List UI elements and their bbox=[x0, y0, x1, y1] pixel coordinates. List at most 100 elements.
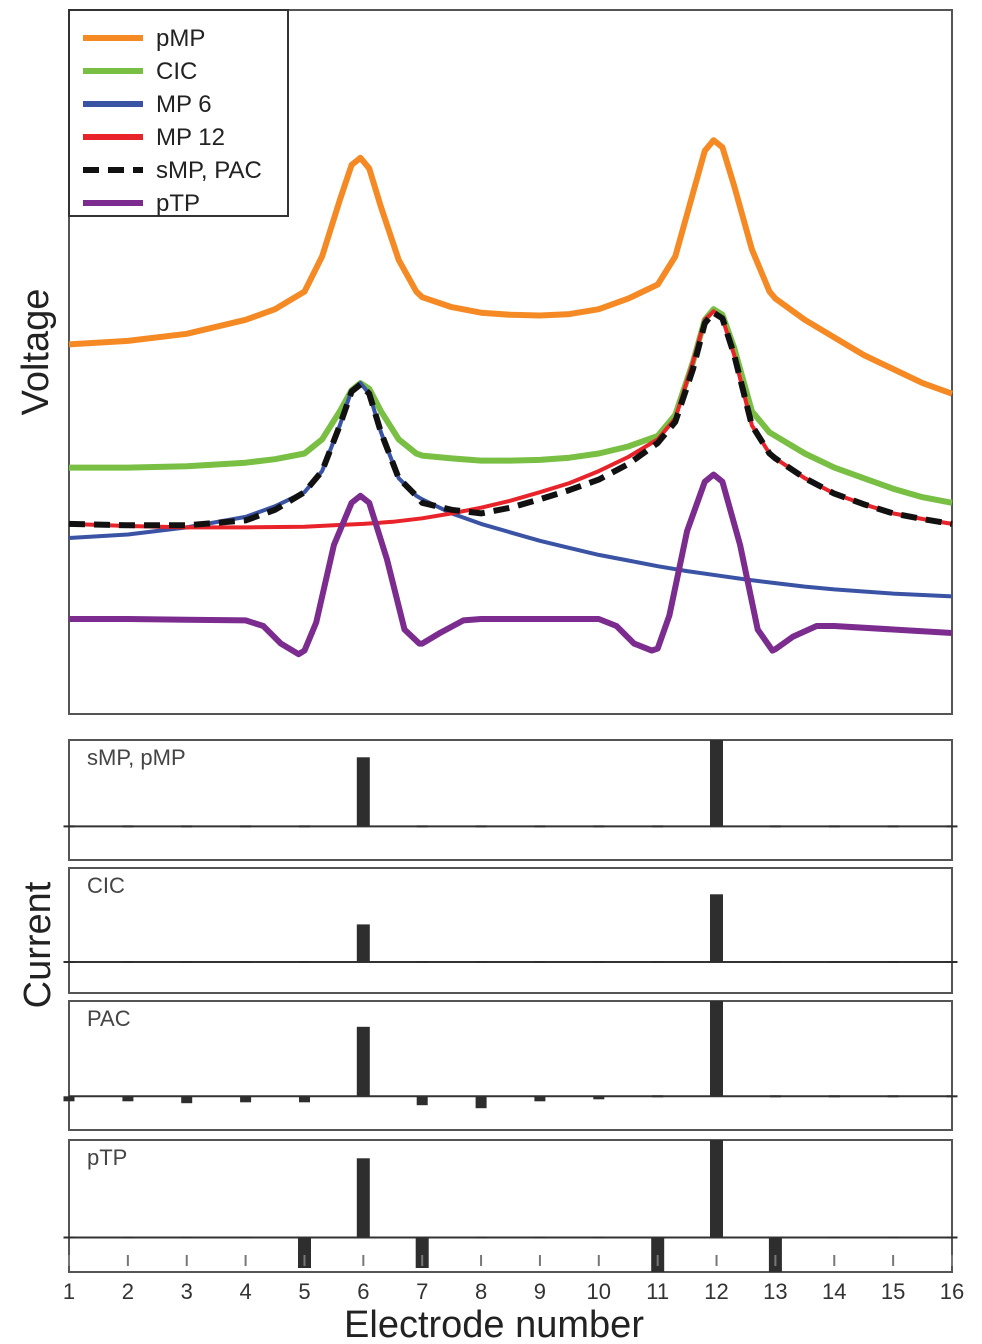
current-bar-electrode-5 bbox=[298, 1237, 311, 1268]
current-bar-electrode-8 bbox=[475, 1096, 487, 1109]
current-bar-electrode-10 bbox=[593, 1236, 605, 1239]
x-tick-label: 13 bbox=[763, 1279, 787, 1304]
x-tick-label: 9 bbox=[534, 1279, 546, 1304]
current-bar-electrode-10 bbox=[593, 825, 605, 828]
current-bar-electrode-2 bbox=[122, 1236, 134, 1239]
voltage-frame bbox=[68, 9, 953, 715]
panel-label: sMP, pMP bbox=[87, 745, 186, 770]
current-bar-electrode-9 bbox=[534, 1236, 546, 1239]
x-tick-label: 5 bbox=[298, 1279, 310, 1304]
current-bar-electrode-11 bbox=[652, 1095, 664, 1098]
current-bar-electrode-3 bbox=[181, 825, 193, 828]
current-bar-electrode-10 bbox=[593, 1096, 605, 1100]
current-bar-electrode-12 bbox=[710, 1140, 723, 1238]
current-bar-electrode-8 bbox=[475, 1236, 487, 1239]
current-bar-electrode-16 bbox=[946, 1095, 958, 1098]
current-panel-smp-pmp: sMP, pMP bbox=[63, 739, 958, 861]
current-bar-electrode-5 bbox=[299, 961, 310, 963]
current-bar-electrode-16 bbox=[946, 825, 958, 828]
current-bar-electrode-7 bbox=[416, 825, 428, 828]
current-bar-electrode-5 bbox=[299, 825, 310, 828]
x-tick-label: 15 bbox=[881, 1279, 905, 1304]
x-tick-label: 2 bbox=[122, 1279, 134, 1304]
current-bar-electrode-13 bbox=[769, 961, 781, 963]
current-bar-electrode-16 bbox=[946, 1236, 958, 1239]
current-bar-electrode-16 bbox=[946, 961, 958, 963]
panel-label: PAC bbox=[87, 1006, 131, 1031]
current-bar-electrode-12 bbox=[710, 740, 723, 827]
current-bar-electrode-6 bbox=[356, 1158, 370, 1238]
current-bar-electrode-15 bbox=[887, 1095, 899, 1098]
current-bar-electrode-14 bbox=[828, 961, 840, 963]
x-tick-label: 10 bbox=[587, 1279, 611, 1304]
legend-label: pTP bbox=[156, 190, 200, 217]
current-bar-electrode-7 bbox=[415, 1237, 429, 1268]
current-bar-electrode-10 bbox=[593, 961, 605, 963]
current-bar-electrode-14 bbox=[828, 1236, 840, 1239]
x-tick-label: 16 bbox=[940, 1279, 964, 1304]
legend-label: CIC bbox=[156, 58, 197, 85]
x-tick-label: 7 bbox=[416, 1279, 428, 1304]
panel-label: CIC bbox=[87, 873, 125, 898]
current-bar-electrode-13 bbox=[768, 1237, 782, 1272]
current-bar-electrode-4 bbox=[240, 961, 252, 963]
current-bar-electrode-14 bbox=[828, 825, 840, 828]
current-bar-electrode-9 bbox=[534, 961, 546, 963]
current-axis-label: Current bbox=[17, 881, 59, 1008]
current-bar-electrode-11 bbox=[652, 825, 664, 828]
panel-frame bbox=[68, 867, 953, 994]
current-bar-electrode-13 bbox=[769, 1095, 781, 1098]
current-bar-electrode-8 bbox=[475, 825, 487, 828]
legend-label: sMP, PAC bbox=[156, 157, 262, 184]
current-bar-electrode-3 bbox=[181, 1096, 193, 1104]
x-tick-label: 3 bbox=[181, 1279, 193, 1304]
x-tick-label: 11 bbox=[646, 1279, 669, 1304]
current-bar-electrode-3 bbox=[181, 1236, 193, 1239]
current-bar-electrode-1 bbox=[63, 961, 75, 963]
current-bar-electrode-4 bbox=[240, 1236, 252, 1239]
x-tick-label: 12 bbox=[704, 1279, 728, 1304]
legend-box bbox=[68, 9, 289, 217]
current-bar-electrode-14 bbox=[828, 1095, 840, 1098]
series-line-ptp bbox=[69, 471, 953, 658]
x-axis: 1 2 3 4 5 6 7 8 9 10 11 12 13 14 15 16 bbox=[63, 1255, 964, 1304]
legend-item-pmp: pMP bbox=[83, 25, 205, 52]
series-line-cic bbox=[69, 306, 953, 506]
current-bar-electrode-15 bbox=[887, 1236, 899, 1239]
current-panels: sMP, pMP CIC PAC pTP bbox=[63, 739, 958, 1273]
current-bar-electrode-1 bbox=[63, 825, 75, 828]
current-bar-electrode-6 bbox=[356, 924, 370, 962]
current-bar-electrode-6 bbox=[356, 1026, 370, 1097]
panel-frame bbox=[68, 1139, 953, 1273]
series-line-mp-12 bbox=[68, 309, 953, 530]
current-bar-electrode-4 bbox=[240, 1096, 252, 1103]
legend: pMP CIC MP 6 MP 12 sMP, PAC pTP bbox=[68, 9, 289, 217]
current-bar-electrode-2 bbox=[122, 825, 134, 828]
current-panel-cic: CIC bbox=[63, 867, 958, 994]
x-tick-label: 4 bbox=[239, 1279, 251, 1304]
x-tick-label: 1 bbox=[63, 1279, 75, 1304]
current-bar-electrode-12 bbox=[710, 894, 723, 962]
current-bar-electrode-11 bbox=[652, 961, 664, 963]
legend-item-smp-pac: sMP, PAC bbox=[83, 157, 262, 184]
legend-item-mp-6: MP 6 bbox=[83, 91, 212, 118]
legend-label: pMP bbox=[156, 25, 205, 52]
x-tick-label: 14 bbox=[822, 1279, 846, 1304]
panel-label: pTP bbox=[87, 1145, 127, 1170]
voltage-axis-label: Voltage bbox=[15, 289, 57, 416]
legend-item-mp-12: MP 12 bbox=[83, 124, 225, 151]
current-bar-electrode-5 bbox=[299, 1096, 310, 1103]
legend-item-ptp: pTP bbox=[83, 190, 200, 217]
series-line-mp-6 bbox=[68, 381, 953, 599]
current-bar-electrode-13 bbox=[769, 825, 781, 828]
series-line-smp-pac bbox=[68, 309, 953, 529]
panel-frame bbox=[68, 739, 953, 861]
legend-label: MP 6 bbox=[156, 91, 212, 118]
voltage-panel: pMP CIC MP 6 MP 12 sMP, PAC pTP Voltage bbox=[15, 9, 954, 715]
current-bar-electrode-7 bbox=[416, 961, 428, 963]
voltage-lines bbox=[68, 137, 954, 658]
x-axis-label: Electrode number bbox=[344, 1304, 644, 1344]
current-bar-electrode-12 bbox=[710, 1001, 723, 1097]
current-bar-electrode-1 bbox=[63, 1236, 75, 1239]
current-bar-electrode-2 bbox=[122, 1096, 134, 1102]
